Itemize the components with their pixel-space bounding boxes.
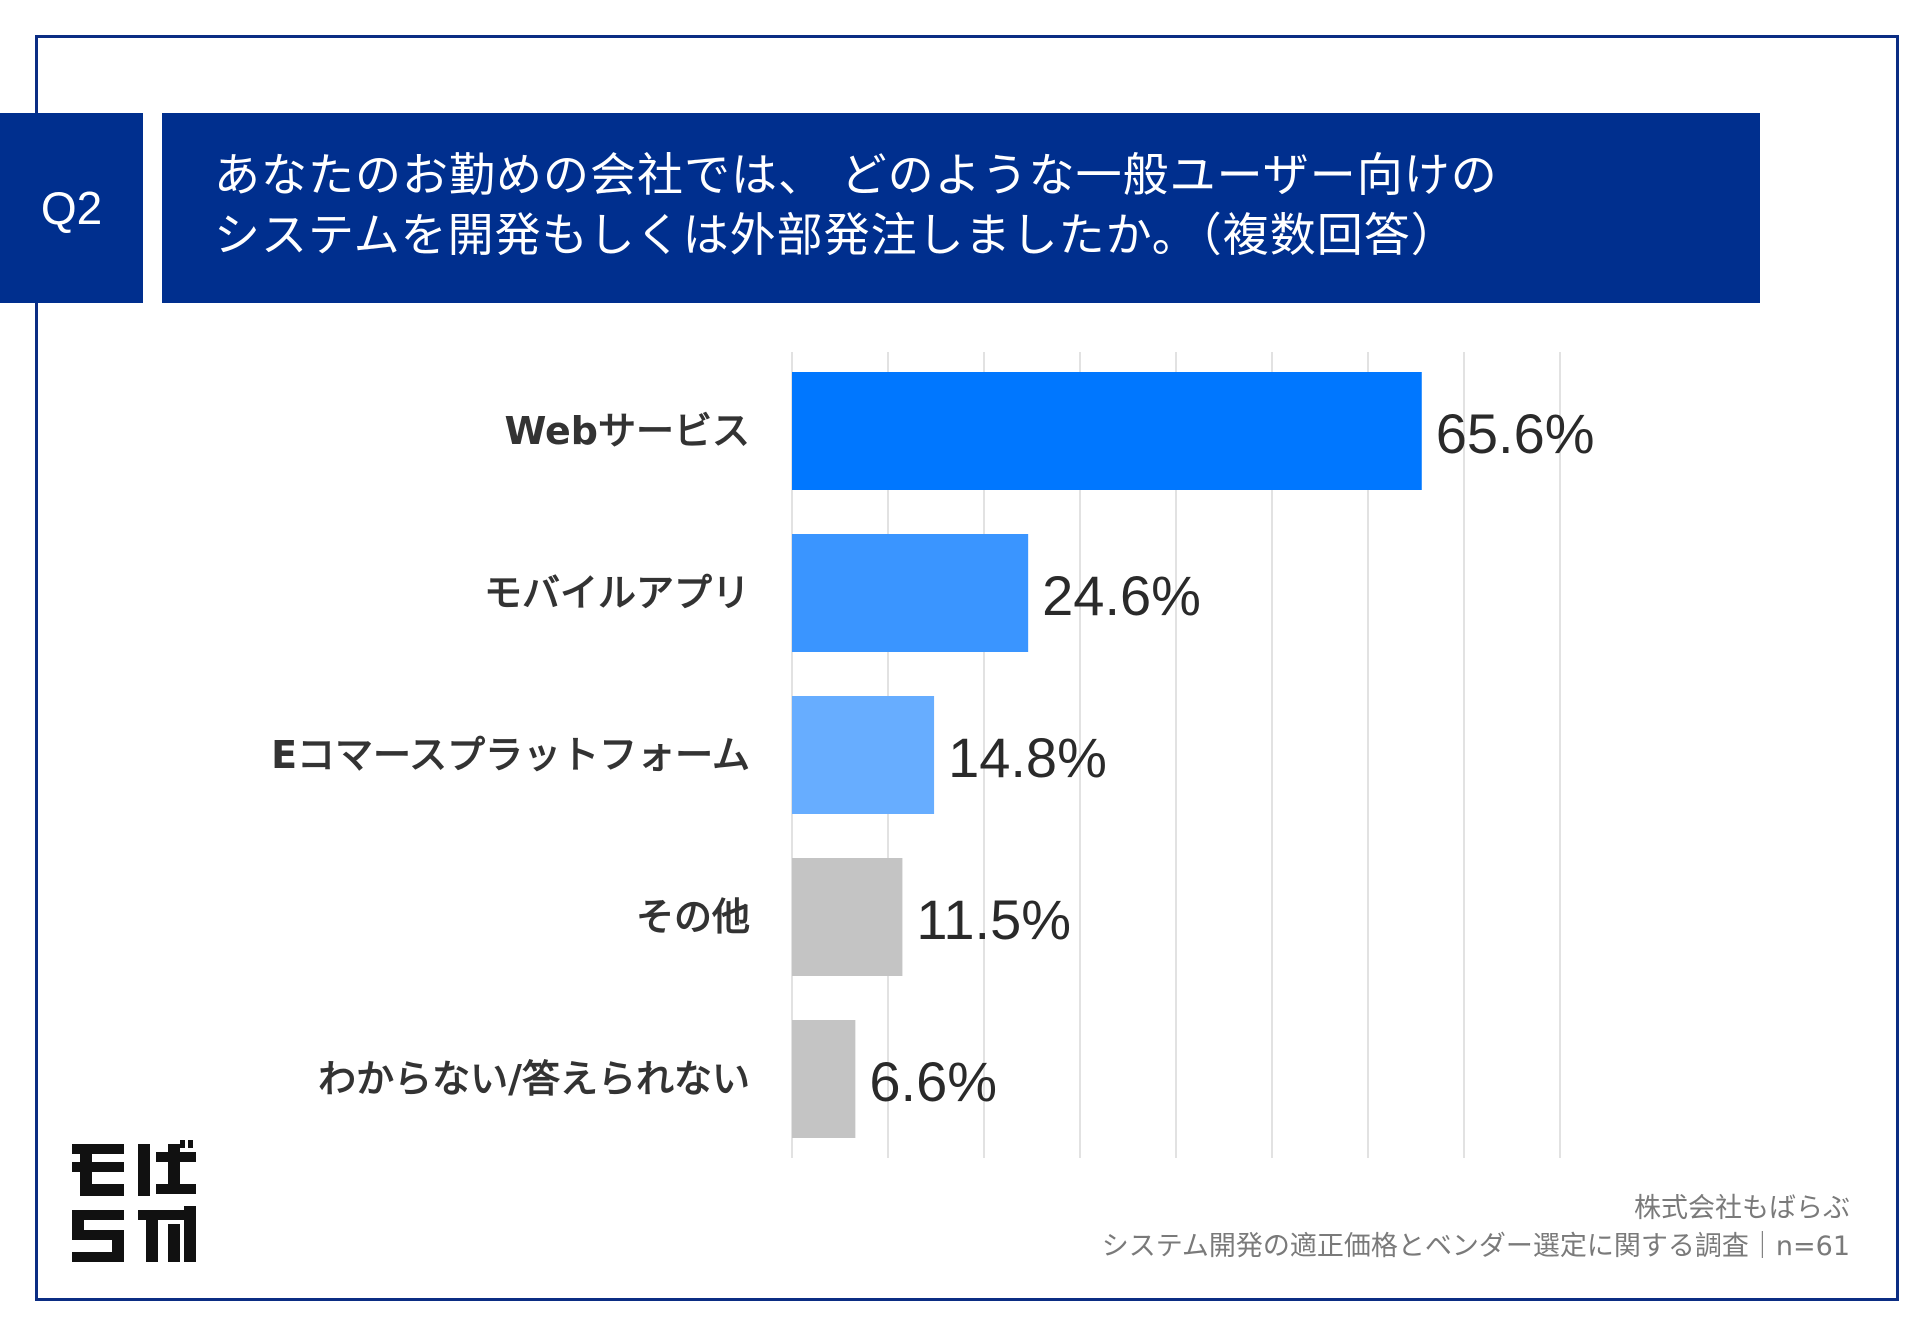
category-label: わからない/答えられない (318, 1057, 750, 1101)
footer-survey: システム開発の適正価格とベンダー選定に関する調査｜n=61 (1101, 1231, 1850, 1262)
question-title-line1: あなたのお勤めの会社では、 どのような一般ユーザー向けの (214, 148, 1498, 202)
category-label: Webサービス (504, 409, 750, 453)
mobalab-logo (72, 1140, 196, 1262)
data-label: 6.6% (869, 1050, 997, 1113)
category-label: その他 (636, 895, 750, 939)
question-title-line2: システムを開発もしくは外部発注しましたか。（複数回答） (214, 208, 1458, 262)
data-label: 11.5% (916, 888, 1071, 951)
bar (792, 1020, 856, 1138)
category-label: Eコマースプラットフォーム (271, 733, 750, 777)
question-badge: Q2 (0, 113, 143, 303)
data-label: 14.8% (948, 726, 1107, 789)
bar (792, 696, 935, 814)
bar (792, 534, 1029, 652)
footer-company: 株式会社もばらぶ (1634, 1193, 1850, 1224)
bar (792, 858, 903, 976)
footer: 株式会社もばらぶ システム開発の適正価格とベンダー選定に関する調査｜n=61 (1102, 1190, 1850, 1266)
question-title: あなたのお勤めの会社では、 どのような一般ユーザー向けの システムを開発もしくは… (162, 113, 1760, 303)
data-label: 65.6% (1436, 402, 1595, 465)
data-label: 24.6% (1042, 564, 1201, 627)
bar (792, 372, 1422, 490)
category-label: モバイルアプリ (484, 571, 750, 615)
